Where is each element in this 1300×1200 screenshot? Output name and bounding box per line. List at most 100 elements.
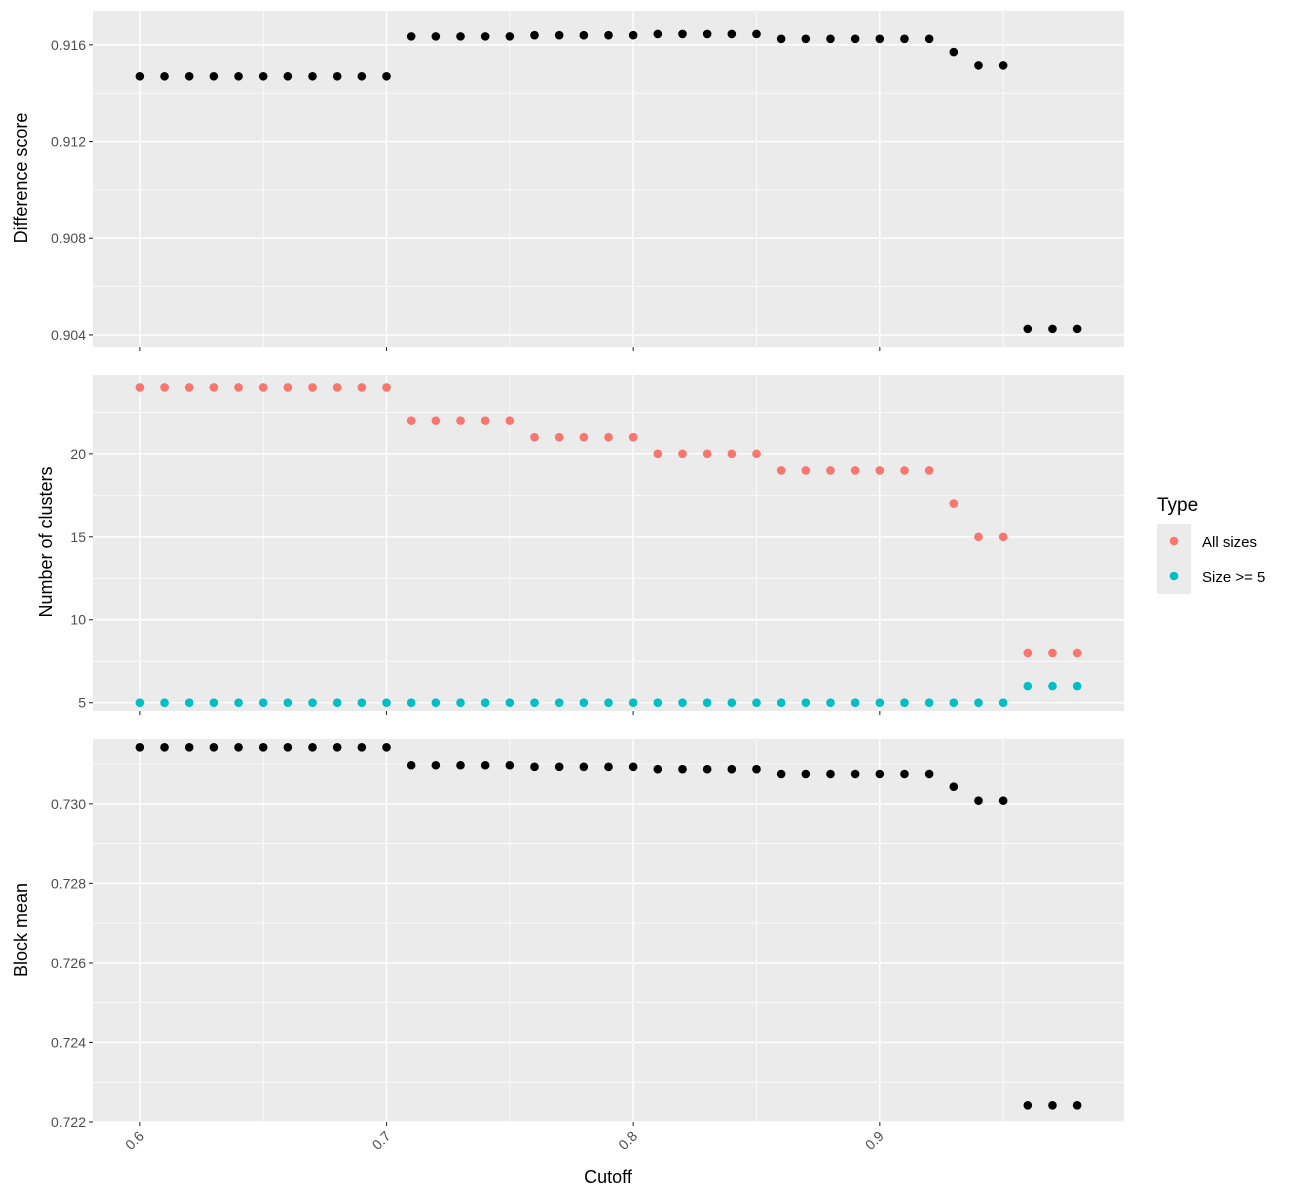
- block-mean-point-series: [234, 743, 243, 752]
- difference-score-x-ticks: [139, 347, 881, 351]
- block-mean-point-series: [1023, 1100, 1033, 1110]
- block-mean-point-series: [554, 762, 564, 772]
- number-of-clusters-point-all-sizes: [160, 383, 169, 392]
- difference-score-point-series: [727, 29, 737, 39]
- block-mean-gridlines: [93, 739, 1124, 1123]
- block-mean-point-series: [308, 743, 317, 752]
- difference-score-panel-background: [93, 11, 1124, 347]
- number-of-clusters-point-all-sizes: [234, 383, 243, 392]
- difference-score-point-series: [653, 29, 663, 39]
- block-mean-point-series: [505, 760, 515, 770]
- x-tick-label: 0.8: [615, 1128, 640, 1153]
- number-of-clusters-x-ticks: [139, 711, 881, 715]
- block-mean-point-series: [653, 764, 663, 774]
- number-of-clusters-point-size-5: [628, 698, 638, 708]
- block-mean-point-series: [431, 760, 441, 770]
- legend-title: Type: [1157, 495, 1198, 516]
- number-of-clusters-point-all-sizes: [974, 532, 983, 542]
- number-of-clusters-point-all-sizes: [727, 449, 737, 459]
- number-of-clusters-point-size-5: [801, 698, 811, 708]
- block-mean-point-series: [949, 782, 959, 792]
- number-of-clusters-point-all-sizes: [1072, 648, 1082, 658]
- number-of-clusters-point-all-sizes: [456, 416, 465, 425]
- number-of-clusters-point-size-5: [949, 698, 959, 708]
- block-mean-point-series: [900, 769, 909, 779]
- difference-score-point-series: [604, 30, 613, 40]
- number-of-clusters-point-size-5: [431, 698, 441, 708]
- difference-score-point-series: [258, 71, 268, 81]
- block-mean-point-series: [579, 762, 589, 772]
- difference-score-point-series: [283, 71, 293, 81]
- number-of-clusters-y-axis: 5 10 15 20: [70, 446, 93, 711]
- block-mean-point-series: [998, 796, 1008, 805]
- difference-score-point-series: [530, 30, 539, 40]
- difference-score-point-series: [332, 71, 342, 81]
- block-mean-panel: 0.722 0.724 0.726 0.728 0.730 Block mean: [11, 739, 1124, 1130]
- number-of-clusters-point-all-sizes: [678, 449, 687, 459]
- number-of-clusters-point-size-5: [505, 698, 515, 708]
- number-of-clusters-point-all-sizes: [1048, 648, 1057, 658]
- number-of-clusters-point-size-5: [209, 698, 219, 708]
- block-mean-point-series: [480, 760, 490, 770]
- number-of-clusters-panel-background: [93, 375, 1124, 711]
- difference-score-point-series: [234, 71, 243, 81]
- number-of-clusters-point-size-5: [1048, 681, 1057, 691]
- number-of-clusters-point-size-5: [1072, 681, 1082, 691]
- difference-score-point-series: [135, 71, 145, 81]
- x-axis-title: Cutoff: [584, 1167, 633, 1187]
- number-of-clusters-point-size-5: [308, 698, 317, 708]
- number-of-clusters-point-size-5: [998, 698, 1008, 708]
- block-mean-point-series: [184, 743, 194, 752]
- number-of-clusters-point-all-sizes: [924, 466, 934, 475]
- block-mean-y-tick-label: 0.728: [51, 875, 86, 891]
- difference-score-point-series: [752, 29, 761, 39]
- block-mean-point-series: [628, 762, 638, 772]
- x-tick-label: 0.9: [862, 1128, 887, 1153]
- difference-score-point-series: [308, 71, 317, 81]
- number-of-clusters-point-size-5: [184, 698, 194, 708]
- number-of-clusters-point-size-5: [900, 698, 909, 708]
- number-of-clusters-point-all-sizes: [998, 532, 1008, 542]
- block-mean-point-series: [209, 743, 219, 752]
- x-tick-label: 0.7: [369, 1128, 394, 1153]
- block-mean-y-axis-title: Block mean: [11, 883, 31, 977]
- number-of-clusters-point-all-sizes: [283, 383, 293, 392]
- number-of-clusters-point-size-5: [826, 698, 835, 708]
- number-of-clusters-point-all-sizes: [308, 383, 317, 392]
- number-of-clusters-point-size-5: [850, 698, 860, 708]
- difference-score-point-series: [505, 32, 515, 41]
- difference-score-point-series: [554, 30, 564, 40]
- number-of-clusters-point-all-sizes: [801, 466, 811, 475]
- number-of-clusters-point-all-sizes: [826, 466, 835, 475]
- number-of-clusters-point-all-sizes: [653, 449, 663, 459]
- legend-key-all-sizes: [1169, 536, 1179, 546]
- number-of-clusters-point-size-5: [234, 698, 243, 708]
- difference-score-point-series: [776, 34, 786, 44]
- difference-score-y-axis: 0.904 0.908 0.912 0.916: [51, 37, 93, 343]
- difference-score-point-series: [382, 71, 391, 81]
- number-of-clusters-point-size-5: [135, 698, 145, 708]
- difference-score-point-series: [579, 30, 589, 40]
- number-of-clusters-point-size-5: [776, 698, 786, 708]
- number-of-clusters-point-size-5: [554, 698, 564, 708]
- number-of-clusters-point-all-sizes: [949, 499, 959, 508]
- number-of-clusters-point-size-5: [530, 698, 539, 708]
- difference-score-y-tick-label: 0.912: [51, 134, 86, 150]
- x-axis-tick-labels: 0.6 0.7 0.8 0.9: [122, 1128, 887, 1153]
- difference-score-point-series: [924, 34, 934, 44]
- difference-score-gridlines: [93, 11, 1124, 347]
- number-of-clusters-point-size-5: [653, 698, 663, 708]
- number-of-clusters-point-all-sizes: [480, 416, 490, 425]
- difference-score-point-series: [900, 34, 909, 44]
- block-mean-point-series: [456, 760, 465, 770]
- block-mean-point-series: [1048, 1100, 1057, 1110]
- number-of-clusters-point-all-sizes: [357, 383, 367, 392]
- number-of-clusters-y-axis-title: Number of clusters: [36, 466, 56, 617]
- block-mean-point-series: [283, 743, 293, 752]
- x-tick-label: 0.6: [122, 1128, 147, 1153]
- number-of-clusters-point-all-sizes: [406, 416, 416, 425]
- legend-label-all-sizes: All sizes: [1202, 534, 1257, 551]
- difference-score-point-series: [160, 71, 169, 81]
- difference-score-point-series: [184, 71, 194, 81]
- block-mean-point-series: [826, 769, 835, 779]
